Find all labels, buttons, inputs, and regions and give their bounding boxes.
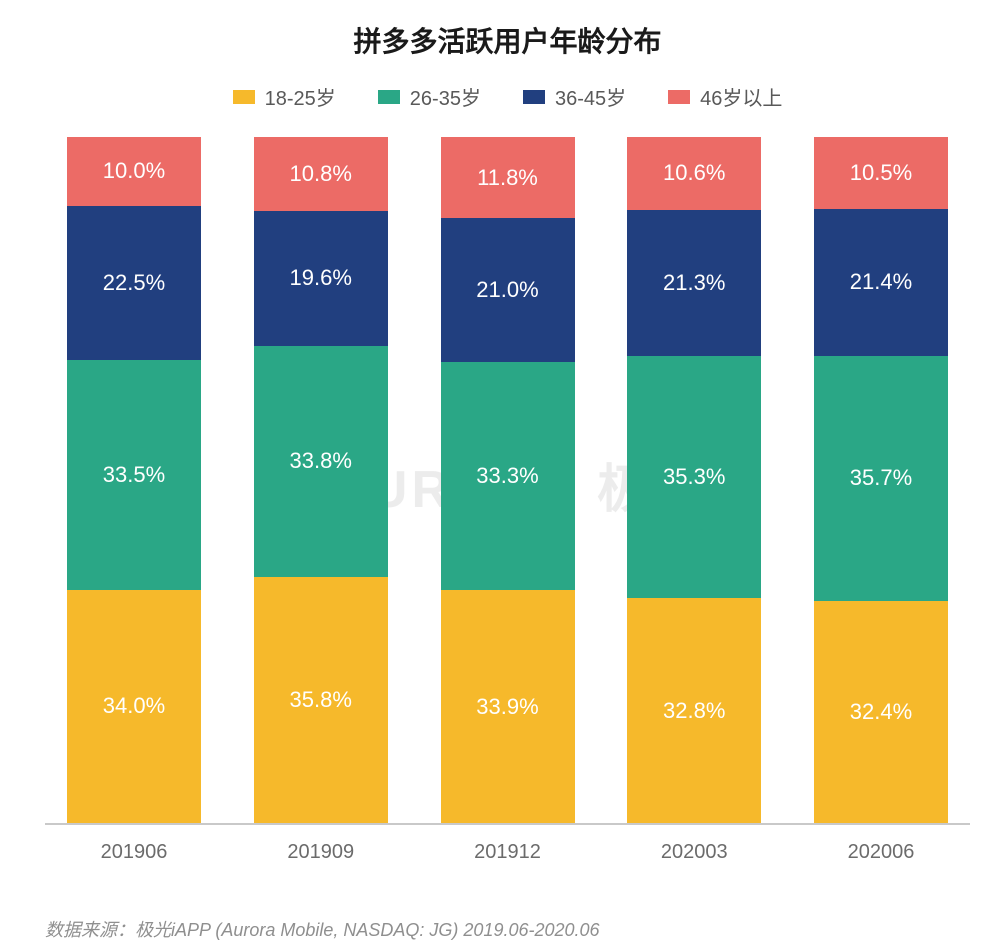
segment-s2: 35.7% <box>814 356 948 601</box>
bar-202003: 32.8%35.3%21.3%10.6% <box>627 137 761 823</box>
legend-label-s4: 46岁以上 <box>700 82 782 111</box>
x-label: 201909 <box>254 841 388 864</box>
segment-s4: 11.8% <box>441 137 575 218</box>
x-label: 201906 <box>67 841 201 864</box>
legend-swatch-s1 <box>233 90 255 104</box>
segment-s4: 10.8% <box>254 137 388 211</box>
segment-s3: 21.0% <box>441 218 575 362</box>
chart-title: 拼多多活跃用户年龄分布 <box>45 20 970 60</box>
x-label: 202006 <box>814 841 948 864</box>
segment-s2: 33.8% <box>254 346 388 578</box>
bar-201912: 33.9%33.3%21.0%11.8% <box>441 137 575 823</box>
legend-swatch-s3 <box>523 90 545 104</box>
legend-label-s1: 18-25岁 <box>265 82 336 111</box>
chart-container: 拼多多活跃用户年龄分布 18-25岁 26-35岁 36-45岁 46岁以上 U… <box>0 0 1000 941</box>
segment-s3: 21.3% <box>627 210 761 356</box>
segment-s3: 22.5% <box>67 206 201 360</box>
segment-s4: 10.6% <box>627 137 761 210</box>
bar-201906: 34.0%33.5%22.5%10.0% <box>67 137 201 823</box>
segment-s2: 33.3% <box>441 362 575 590</box>
segment-s3: 21.4% <box>814 209 948 356</box>
legend-swatch-s4 <box>668 90 690 104</box>
legend-item-s2: 26-35岁 <box>378 82 481 111</box>
bar-201909: 35.8%33.8%19.6%10.8% <box>254 137 388 823</box>
segment-s1: 33.9% <box>441 590 575 823</box>
legend-swatch-s2 <box>378 90 400 104</box>
segment-s2: 33.5% <box>67 360 201 590</box>
segment-s2: 35.3% <box>627 356 761 598</box>
legend: 18-25岁 26-35岁 36-45岁 46岁以上 <box>45 82 970 111</box>
bars-group: 34.0%33.5%22.5%10.0% 35.8%33.8%19.6%10.8%… <box>45 137 970 823</box>
legend-item-s1: 18-25岁 <box>233 82 336 111</box>
legend-label-s2: 26-35岁 <box>410 82 481 111</box>
segment-s4: 10.0% <box>67 137 201 206</box>
segment-s1: 35.8% <box>254 577 388 823</box>
plot-area: URORA 极光 34.0%33.5%22.5%10.0%35.8%33.8%1… <box>45 137 970 825</box>
segment-s4: 10.5% <box>814 137 948 209</box>
segment-s1: 32.8% <box>627 598 761 823</box>
segment-s1: 34.0% <box>67 590 201 823</box>
segment-s1: 32.4% <box>814 601 948 823</box>
x-label: 202003 <box>627 841 761 864</box>
x-axis: 201906 201909 201912 202003 202006 <box>45 841 970 864</box>
source-text: 数据来源：极光iAPP (Aurora Mobile, NASDAQ: JG) … <box>45 916 970 941</box>
legend-item-s3: 36-45岁 <box>523 82 626 111</box>
x-label: 201912 <box>441 841 575 864</box>
legend-label-s3: 36-45岁 <box>555 82 626 111</box>
segment-s3: 19.6% <box>254 211 388 345</box>
legend-item-s4: 46岁以上 <box>668 82 782 111</box>
bar-202006: 32.4%35.7%21.4%10.5% <box>814 137 948 823</box>
